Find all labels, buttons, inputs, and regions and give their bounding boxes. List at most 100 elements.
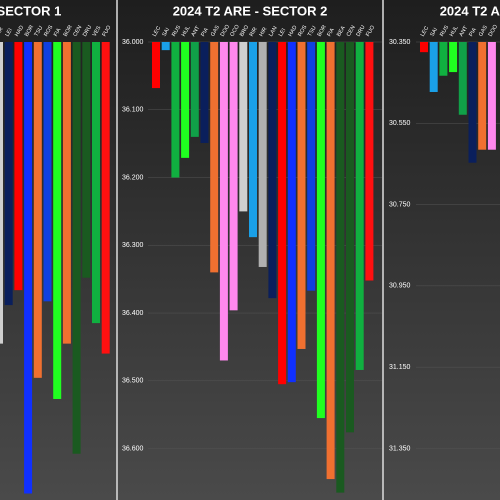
bar (152, 42, 160, 89)
y-tick-label: 36.100 (122, 107, 144, 114)
bar (200, 42, 209, 143)
bar (355, 42, 364, 370)
x-tick-label: RIR (0, 26, 5, 37)
bar (297, 42, 306, 349)
bar (468, 42, 477, 163)
bar (82, 42, 91, 278)
bar (487, 42, 496, 150)
chart-title: 2024 T2 ARE - SECTOR 1 (0, 3, 61, 18)
y-tick-label: 31.350 (389, 445, 411, 452)
x-tick-label: LAN (268, 25, 279, 37)
bar (287, 42, 296, 383)
bar (458, 42, 467, 115)
x-tick-label: TSU (307, 25, 318, 38)
y-tick-label: 30.550 (389, 120, 411, 127)
bar (229, 42, 238, 311)
bar (307, 42, 316, 291)
x-tick-label: DOO (220, 23, 232, 37)
bar (346, 42, 354, 433)
y-tick-label: 36.300 (122, 242, 144, 249)
x-tick-label: DOO (488, 23, 500, 37)
bar (53, 42, 62, 399)
bar (72, 42, 81, 454)
y-tick-label: 36.000 (122, 39, 144, 46)
y-tick-label: 36.400 (122, 310, 144, 317)
x-tick-label: SAI (429, 27, 439, 38)
bar (92, 42, 100, 324)
x-tick-label: ROS (297, 24, 308, 38)
bar (33, 42, 42, 378)
x-tick-label: CEN (72, 25, 83, 38)
x-tick-label: RUS (171, 24, 182, 37)
x-tick-label: BOR (24, 24, 35, 37)
x-tick-label: VES (92, 25, 103, 38)
x-tick-label: BEA (336, 25, 347, 38)
x-tick-label: HAD (288, 25, 299, 38)
bar (420, 42, 428, 53)
bar (278, 42, 287, 385)
x-tick-label: HIR (258, 26, 268, 37)
bar (62, 42, 71, 344)
bar (181, 42, 190, 158)
x-tick-label: HAD (14, 25, 25, 38)
y-tick-label: 36.500 (122, 378, 144, 385)
x-tick-label: HUL (449, 25, 460, 38)
bar (449, 42, 458, 73)
x-tick-label: SAI (161, 27, 171, 38)
bar (239, 42, 248, 212)
x-tick-label: PIA (468, 27, 478, 38)
chart-title: 2024 T2 ARE - SECTOR 3 (440, 3, 500, 18)
x-tick-label: BOR (63, 24, 74, 37)
x-tick-label: FIA (53, 27, 63, 38)
x-tick-label: RIR (249, 26, 259, 37)
bar (258, 42, 267, 267)
x-tick-label: ANT (459, 25, 470, 38)
bar (268, 42, 277, 299)
x-tick-label: LEI (4, 27, 14, 38)
bar (249, 42, 257, 238)
bar (101, 42, 110, 354)
x-tick-label: OCO (229, 23, 241, 37)
bar (190, 42, 199, 137)
bar (210, 42, 219, 273)
x-tick-label: HUL (181, 25, 192, 38)
chart-title: 2024 T2 ARE - SECTOR 2 (173, 3, 328, 18)
x-tick-label: FUO (365, 24, 376, 38)
x-tick-label: LEC (152, 25, 163, 37)
x-tick-label: PIA (200, 27, 210, 38)
x-tick-label: DRU (355, 24, 366, 37)
bar (4, 42, 13, 306)
bar (14, 42, 23, 291)
x-tick-label: CEN (346, 25, 357, 38)
x-tick-label: FIA (326, 27, 336, 38)
bar (161, 42, 170, 51)
bar (326, 42, 335, 480)
x-tick-label: LEI (278, 27, 288, 38)
y-tick-label: 30.750 (389, 201, 411, 208)
x-tick-label: ROS (43, 24, 54, 38)
bar (429, 42, 438, 92)
x-tick-label: GAS (210, 24, 221, 37)
y-tick-label: 36.200 (122, 174, 144, 181)
bar (24, 42, 33, 494)
x-tick-label: BRO (239, 24, 251, 38)
y-tick-label: 30.350 (389, 39, 411, 46)
bar (336, 42, 345, 493)
bar (365, 42, 374, 281)
bar (219, 42, 228, 361)
bar (0, 42, 3, 344)
bar (171, 42, 180, 178)
x-tick-label: RUS (439, 24, 450, 37)
x-tick-label: ANT (191, 25, 202, 38)
x-tick-label: GAS (478, 24, 489, 37)
bar (439, 42, 448, 76)
x-tick-label: FUO (101, 24, 112, 38)
x-tick-label: DRU (82, 24, 93, 37)
x-tick-label: TSU (34, 25, 45, 38)
bar (478, 42, 487, 150)
bar (316, 42, 325, 419)
y-tick-label: 31.150 (389, 364, 411, 371)
y-tick-label: 30.950 (389, 283, 411, 290)
y-tick-label: 36.600 (122, 445, 144, 452)
